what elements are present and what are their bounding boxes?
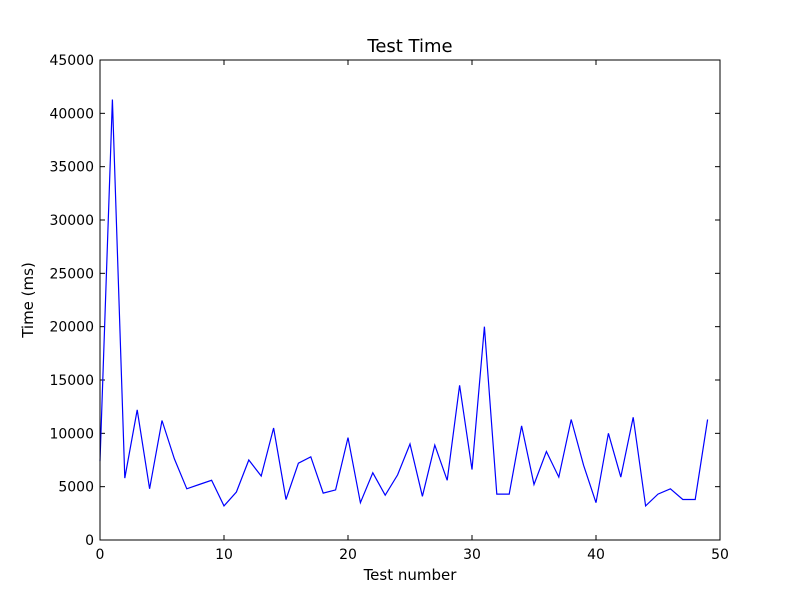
series-line <box>99 99 709 508</box>
y-tick-label: 35000 <box>49 160 94 176</box>
x-axis-label: Test number <box>363 566 458 584</box>
y-tick-label: 0 <box>85 533 94 549</box>
y-tick-label: 15000 <box>49 373 94 389</box>
y-tick-label: 5000 <box>58 480 94 496</box>
x-tick-label: 30 <box>463 547 481 563</box>
y-tick-label: 45000 <box>49 53 94 69</box>
y-axis-ticks: 0 5000 10000 15000 20000 25000 30000 35000 40000… <box>49 53 720 549</box>
chart-title: Test Time <box>366 36 452 57</box>
y-tick-label: 30000 <box>49 213 94 229</box>
x-tick-label: 50 <box>711 547 729 563</box>
y-tick-label: 40000 <box>49 106 94 122</box>
y-tick-label: 20000 <box>49 320 94 336</box>
y-tick-label: 10000 <box>49 426 94 442</box>
x-tick-label: 40 <box>587 547 605 563</box>
plot-frame <box>99 59 721 541</box>
x-tick-label: 10 <box>215 547 233 563</box>
x-tick-label: 20 <box>339 547 357 563</box>
y-axis-label: Time (ms) <box>19 262 37 339</box>
x-tick-label: 0 <box>96 547 105 563</box>
y-tick-label: 25000 <box>49 266 94 282</box>
